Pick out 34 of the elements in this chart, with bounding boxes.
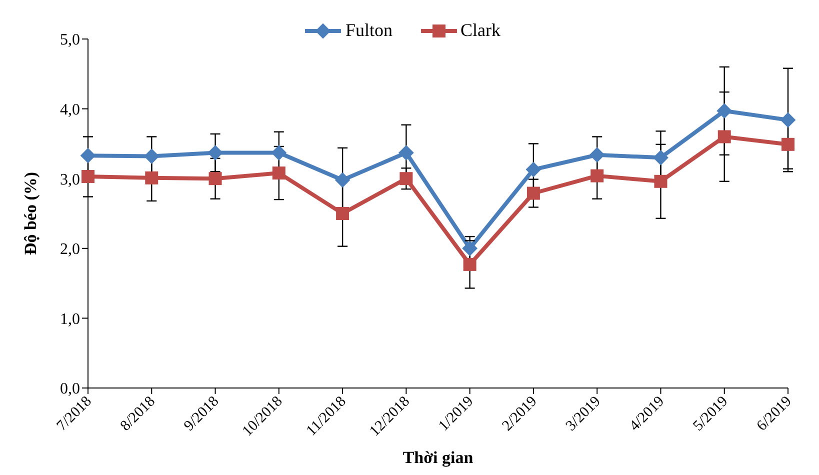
point bbox=[590, 169, 604, 182]
y-tick-label: 3,0 bbox=[60, 171, 80, 188]
point bbox=[780, 112, 796, 128]
y-tick-label: 0,0 bbox=[60, 380, 80, 398]
point bbox=[80, 148, 96, 164]
point bbox=[462, 240, 478, 256]
point bbox=[782, 138, 794, 151]
y-tick-label: 2,0 bbox=[60, 241, 80, 258]
y-tick-label: 1,0 bbox=[60, 310, 80, 328]
point bbox=[82, 170, 94, 184]
point bbox=[144, 148, 160, 164]
y-axis-title: Độ béo (%) bbox=[21, 172, 40, 256]
point bbox=[718, 130, 731, 144]
point bbox=[208, 172, 222, 186]
point bbox=[463, 258, 476, 271]
point bbox=[590, 147, 605, 162]
point bbox=[336, 207, 350, 220]
y-tick-label: 5,0 bbox=[60, 32, 80, 49]
point bbox=[653, 150, 668, 166]
point bbox=[400, 172, 413, 186]
point bbox=[526, 162, 541, 178]
point bbox=[145, 171, 158, 184]
legend-label: Clark bbox=[460, 20, 500, 41]
legend-label: Fulton bbox=[345, 20, 392, 41]
point bbox=[271, 145, 286, 160]
point bbox=[272, 166, 286, 180]
point bbox=[526, 186, 540, 200]
x-axis-title: Thời gian bbox=[402, 448, 474, 467]
point bbox=[335, 172, 350, 188]
y-tick-label: 4,0 bbox=[60, 101, 80, 118]
point bbox=[208, 145, 223, 160]
point bbox=[398, 145, 414, 160]
point bbox=[716, 103, 732, 118]
point bbox=[654, 174, 668, 188]
